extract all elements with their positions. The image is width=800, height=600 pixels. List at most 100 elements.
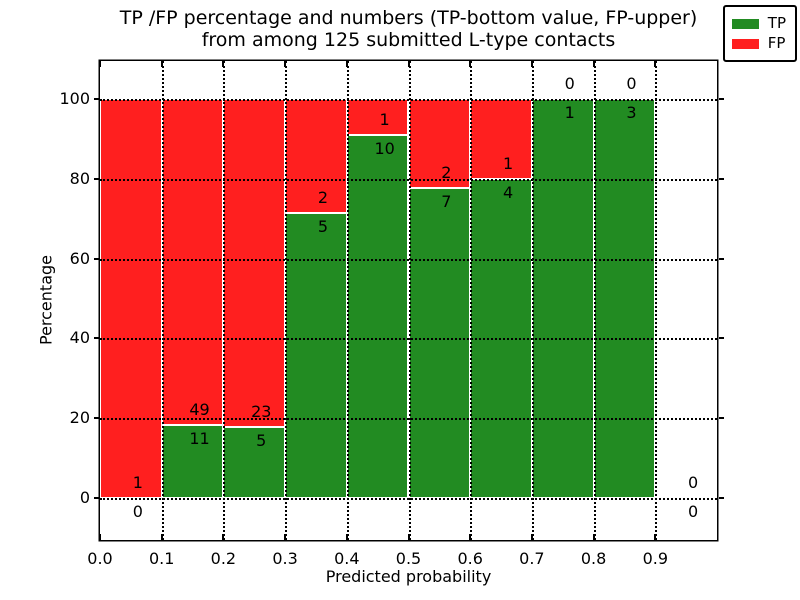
y-tick-mark (93, 337, 99, 340)
tp-count-label: 0 (132, 502, 143, 521)
y-tick-label: 60 (69, 248, 90, 268)
x-tick-mark (345, 61, 348, 67)
x-tick-label: 0.3 (272, 549, 298, 568)
legend-item-tp: TP (731, 14, 786, 32)
y-tick-mark (718, 417, 724, 420)
x-gridline (346, 61, 349, 540)
y-tick-label: 100 (59, 89, 90, 108)
x-gridline (593, 61, 596, 540)
y-tick-mark (718, 337, 724, 340)
fp-bar-segment (161, 99, 224, 425)
x-gridline (531, 61, 534, 540)
x-gridline (408, 61, 411, 540)
x-tick-mark (99, 61, 101, 67)
y-tick-mark (718, 177, 724, 180)
tp-bar-segment (223, 426, 286, 498)
x-tick-label: 0.9 (642, 549, 669, 568)
tp-count-label: 11 (189, 428, 210, 448)
y-tick-mark (718, 497, 724, 499)
chart-title-line1: TP /FP percentage and numbers (TP-bottom… (119, 7, 698, 29)
x-tick-label: 0.5 (395, 549, 422, 568)
x-gridline (223, 61, 226, 540)
y-tick-label: 0 (79, 488, 90, 507)
tp-count-label: 0 (688, 502, 699, 521)
x-tick-label: 0.7 (519, 549, 545, 568)
x-tick-mark (345, 534, 348, 540)
x-gridline (470, 61, 473, 540)
y-tick-mark (93, 417, 99, 420)
tp-count-label: 3 (626, 103, 637, 122)
tp-count-label: 7 (441, 191, 452, 211)
fp-count-label: 2 (317, 188, 329, 207)
x-tick-mark (592, 534, 595, 540)
legend-label-fp: FP (767, 34, 786, 52)
x-tick-label: 0.8 (580, 549, 607, 568)
x-tick-mark (469, 61, 472, 67)
y-tick-label: 20 (69, 408, 90, 428)
x-axis-label: Predicted probability (325, 567, 492, 586)
tp-bar-segment (531, 99, 594, 498)
x-tick-label: 0.2 (210, 549, 237, 568)
x-tick-label: 0.1 (148, 549, 175, 568)
x-tick-mark (284, 61, 287, 67)
x-tick-mark (654, 534, 657, 540)
fp-count-label: 0 (688, 473, 699, 492)
x-tick-label: 0.0 (87, 549, 113, 568)
x-tick-mark (530, 534, 533, 540)
x-tick-mark (654, 61, 657, 67)
tp-bar-segment (285, 213, 347, 498)
x-tick-label: 0.4 (334, 549, 360, 568)
x-tick-mark (407, 534, 410, 540)
tp-count-label: 5 (317, 217, 329, 236)
fp-count-label: 0 (564, 74, 575, 93)
tp-count-label: 1 (564, 103, 575, 122)
y-tick-mark (93, 497, 99, 499)
x-tick-mark (222, 61, 225, 67)
x-tick-mark (530, 61, 533, 67)
fp-bar-segment (346, 99, 409, 136)
y-tick-mark (93, 98, 99, 100)
x-tick-mark (407, 61, 410, 67)
fp-count-label: 0 (626, 74, 637, 93)
x-gridline (285, 61, 288, 540)
y-tick-label: 80 (69, 168, 90, 188)
tp-count-label: 4 (502, 182, 514, 202)
tp-bar-segment (346, 135, 409, 498)
fp-color-swatch-icon (731, 38, 759, 49)
x-tick-mark (284, 534, 287, 540)
fp-bar-segment (100, 99, 162, 498)
x-tick-label: 0.6 (457, 549, 483, 568)
fp-count-label: 2 (441, 162, 452, 182)
x-tick-mark (99, 534, 101, 540)
fp-count-label: 23 (251, 401, 272, 421)
x-gridline (161, 61, 164, 540)
tp-count-label: 10 (374, 139, 395, 159)
chart-title: TP /FP percentage and numbers (TP-bottom… (100, 7, 717, 51)
fp-bar-segment (223, 99, 286, 427)
legend-item-fp: FP (731, 34, 786, 52)
fp-count-label: 1 (132, 473, 143, 492)
legend-label-tp: TP (767, 14, 786, 32)
tp-bar-segment (408, 187, 471, 498)
tp-bar-segment (593, 99, 656, 498)
fp-count-label: 1 (502, 153, 514, 173)
tp-color-swatch-icon (731, 18, 759, 29)
chart-title-line2: from among 125 submitted L-type contacts (201, 29, 616, 51)
y-tick-mark (718, 98, 724, 100)
x-tick-mark (592, 61, 595, 67)
x-gridline (655, 61, 658, 540)
x-tick-mark (222, 534, 225, 540)
y-tick-mark (93, 177, 99, 180)
fp-count-label: 49 (189, 399, 210, 419)
y-tick-label: 40 (69, 328, 90, 348)
y-tick-mark (93, 257, 99, 260)
x-tick-mark (469, 534, 472, 540)
y-tick-mark (718, 257, 724, 260)
tp-count-label: 5 (256, 430, 267, 450)
fp-count-label: 1 (379, 110, 390, 130)
x-tick-mark (160, 534, 163, 540)
x-tick-mark (160, 61, 163, 67)
plot-area: 1 0 49 11 23 5 2 5 1 10 2 7 1 4 0 1 0 3 0 0 0 20 40 60 80 100 0.0 0… (59, 61, 724, 568)
legend: TP FP (722, 5, 797, 62)
